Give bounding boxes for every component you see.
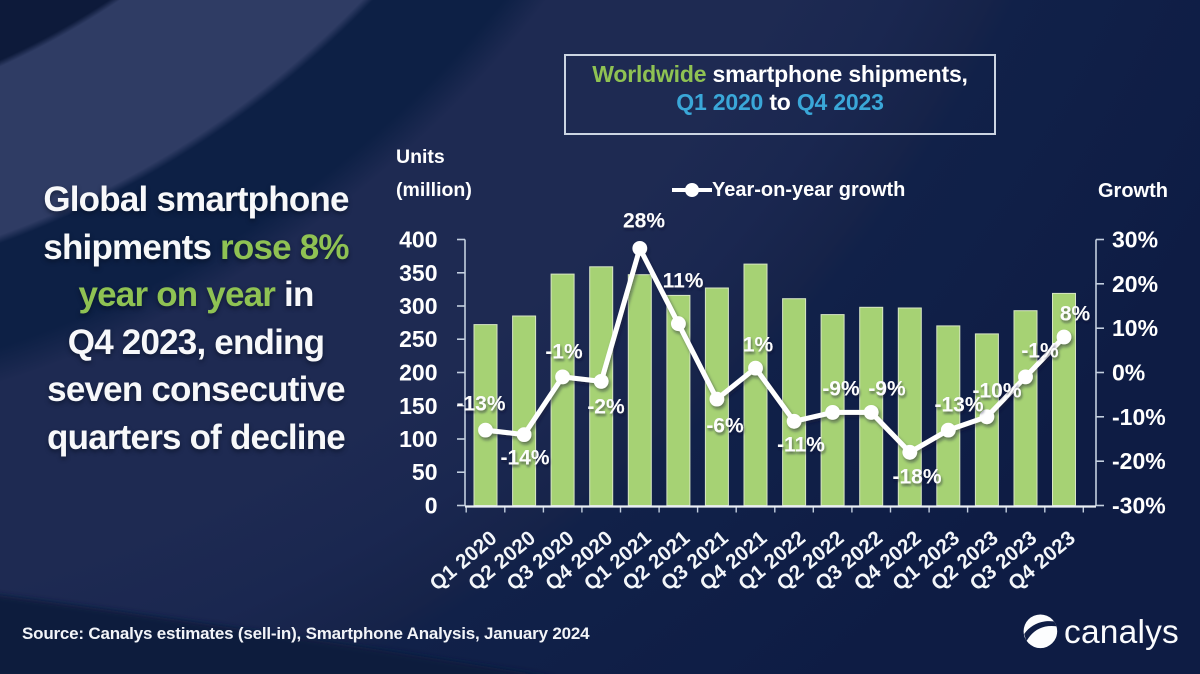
svg-text:(million): (million) xyxy=(396,179,472,201)
svg-text:-30%: -30% xyxy=(1112,493,1166,519)
svg-text:-20%: -20% xyxy=(1112,448,1166,474)
svg-text:200: 200 xyxy=(399,360,437,386)
svg-text:0: 0 xyxy=(425,493,438,519)
svg-text:-11%: -11% xyxy=(777,434,825,457)
svg-text:-18%: -18% xyxy=(892,466,941,489)
svg-text:-10%: -10% xyxy=(972,380,1021,403)
svg-text:-9%: -9% xyxy=(868,378,906,401)
svg-text:-6%: -6% xyxy=(706,415,744,438)
svg-text:8%: 8% xyxy=(1060,303,1091,326)
svg-text:20%: 20% xyxy=(1112,271,1158,297)
svg-text:Growth: Growth xyxy=(1098,180,1168,202)
svg-text:30%: 30% xyxy=(1112,227,1158,253)
svg-text:-9%: -9% xyxy=(822,378,860,401)
svg-text:50: 50 xyxy=(412,459,438,485)
svg-text:300: 300 xyxy=(399,293,437,319)
svg-text:-2%: -2% xyxy=(587,396,625,419)
svg-text:-1%: -1% xyxy=(545,341,583,364)
svg-text:100: 100 xyxy=(399,426,437,452)
svg-text:28%: 28% xyxy=(623,210,665,233)
svg-text:-13%: -13% xyxy=(934,394,983,417)
svg-text:-14%: -14% xyxy=(500,447,549,470)
svg-text:400: 400 xyxy=(399,227,437,253)
svg-text:0%: 0% xyxy=(1112,360,1145,386)
svg-text:250: 250 xyxy=(399,326,437,352)
svg-text:11%: 11% xyxy=(663,270,704,293)
svg-text:canalys: canalys xyxy=(1064,614,1179,651)
svg-text:350: 350 xyxy=(399,260,437,286)
svg-text:Units: Units xyxy=(396,146,445,168)
svg-text:-13%: -13% xyxy=(456,393,505,416)
svg-text:10%: 10% xyxy=(1112,315,1158,341)
svg-text:150: 150 xyxy=(399,393,437,419)
svg-text:1%: 1% xyxy=(743,334,774,357)
svg-text:-10%: -10% xyxy=(1112,404,1166,430)
svg-text:-1%: -1% xyxy=(1021,340,1059,363)
svg-text:Year-on-year growth: Year-on-year growth xyxy=(712,179,905,201)
